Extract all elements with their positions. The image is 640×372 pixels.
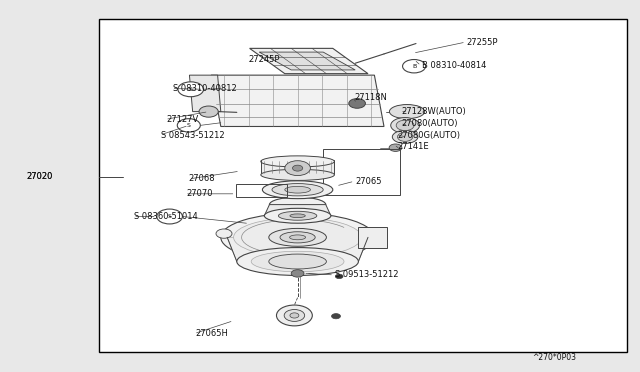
Text: S: S — [168, 214, 172, 219]
Circle shape — [335, 274, 343, 279]
Text: B 08310-40814: B 08310-40814 — [422, 61, 487, 70]
Text: 27020: 27020 — [27, 172, 53, 181]
Ellipse shape — [285, 186, 310, 193]
Ellipse shape — [262, 181, 333, 199]
Circle shape — [291, 270, 304, 277]
Ellipse shape — [261, 169, 335, 180]
Bar — [236, 184, 287, 197]
Ellipse shape — [221, 213, 374, 262]
Circle shape — [199, 106, 218, 117]
Text: S 08543-51212: S 08543-51212 — [161, 131, 225, 140]
Polygon shape — [227, 237, 368, 262]
Text: ^270*0P03: ^270*0P03 — [532, 353, 576, 362]
Text: 27080(AUTO): 27080(AUTO) — [401, 119, 458, 128]
Ellipse shape — [269, 228, 326, 246]
Text: S 08360-51014: S 08360-51014 — [134, 212, 198, 221]
Ellipse shape — [290, 214, 305, 218]
Polygon shape — [211, 75, 384, 126]
Polygon shape — [264, 205, 331, 216]
Ellipse shape — [234, 218, 362, 257]
Ellipse shape — [389, 105, 425, 119]
Text: 27065H: 27065H — [195, 329, 228, 338]
Text: 27118N: 27118N — [354, 93, 387, 102]
Circle shape — [177, 119, 200, 132]
Text: 27141E: 27141E — [397, 142, 429, 151]
Text: 27128W(AUTO): 27128W(AUTO) — [401, 107, 466, 116]
Ellipse shape — [396, 120, 414, 131]
Circle shape — [389, 144, 402, 151]
Text: 27065: 27065 — [356, 177, 382, 186]
Ellipse shape — [290, 235, 306, 240]
Text: 27255P: 27255P — [466, 38, 497, 46]
Ellipse shape — [269, 197, 326, 212]
Text: 27020: 27020 — [27, 172, 53, 181]
Ellipse shape — [390, 118, 420, 133]
Circle shape — [292, 165, 303, 171]
Ellipse shape — [237, 248, 358, 275]
Ellipse shape — [280, 232, 316, 243]
Circle shape — [276, 305, 312, 326]
Ellipse shape — [269, 254, 326, 269]
Text: S: S — [189, 87, 193, 92]
Ellipse shape — [392, 130, 418, 143]
Circle shape — [178, 82, 204, 97]
Polygon shape — [250, 48, 368, 74]
Bar — [323, 149, 400, 195]
Text: S 08310-40812: S 08310-40812 — [173, 84, 237, 93]
Text: 27080G(AUTO): 27080G(AUTO) — [397, 131, 460, 140]
Circle shape — [284, 310, 305, 321]
Text: 27127V: 27127V — [166, 115, 198, 124]
Bar — [358, 227, 387, 248]
Ellipse shape — [272, 183, 323, 196]
Text: 27245P: 27245P — [248, 55, 280, 64]
Ellipse shape — [278, 211, 317, 220]
Ellipse shape — [216, 229, 232, 238]
Ellipse shape — [252, 251, 344, 272]
Circle shape — [332, 314, 340, 319]
Polygon shape — [259, 52, 355, 70]
Text: 27070: 27070 — [186, 189, 212, 198]
Circle shape — [285, 161, 310, 176]
Text: B: B — [412, 64, 416, 69]
Circle shape — [349, 99, 365, 108]
Text: S 09513-51212: S 09513-51212 — [335, 270, 399, 279]
Text: S: S — [187, 123, 191, 128]
Polygon shape — [189, 75, 221, 112]
Ellipse shape — [261, 156, 335, 167]
Circle shape — [403, 60, 426, 73]
Text: 27068: 27068 — [189, 174, 216, 183]
Circle shape — [290, 313, 299, 318]
Bar — [261, 160, 335, 174]
Circle shape — [397, 132, 413, 141]
Circle shape — [157, 209, 182, 224]
Ellipse shape — [264, 208, 331, 223]
